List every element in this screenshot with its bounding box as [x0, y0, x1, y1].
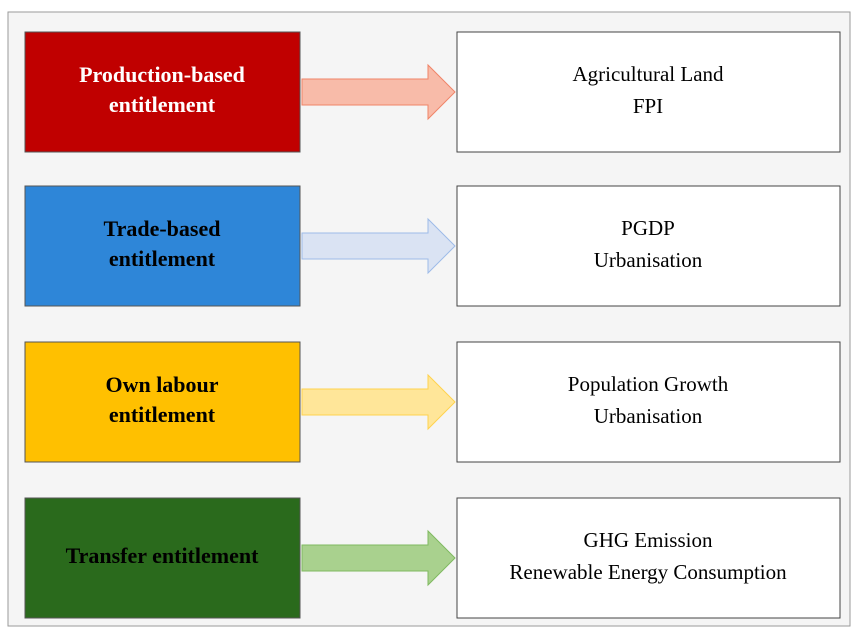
target-label: Urbanisation — [594, 248, 703, 272]
source-label: Own labour — [105, 372, 218, 397]
source-label: entitlement — [109, 92, 216, 117]
target-label: FPI — [633, 94, 663, 118]
target-label: Renewable Energy Consumption — [509, 560, 787, 584]
source-box — [24, 31, 301, 153]
arrow — [301, 217, 456, 275]
target-label: Population Growth — [568, 372, 729, 396]
target-box — [456, 497, 841, 619]
source-label: entitlement — [109, 246, 216, 271]
source-box — [24, 497, 301, 619]
source-label: Trade-based — [104, 216, 221, 241]
target-label: GHG Emission — [584, 528, 713, 552]
arrow — [301, 63, 456, 121]
target-label: PGDP — [621, 216, 675, 240]
arrow — [301, 529, 456, 587]
target-box — [456, 185, 841, 307]
arrow — [301, 373, 456, 431]
source-label: Transfer entitlement — [66, 543, 260, 568]
target-label: Agricultural Land — [572, 62, 724, 86]
source-label: entitlement — [109, 402, 216, 427]
source-box — [24, 185, 301, 307]
source-label: Production-based — [79, 62, 245, 87]
target-box — [456, 341, 841, 463]
target-label: Urbanisation — [594, 404, 703, 428]
target-box — [456, 31, 841, 153]
source-box — [24, 341, 301, 463]
